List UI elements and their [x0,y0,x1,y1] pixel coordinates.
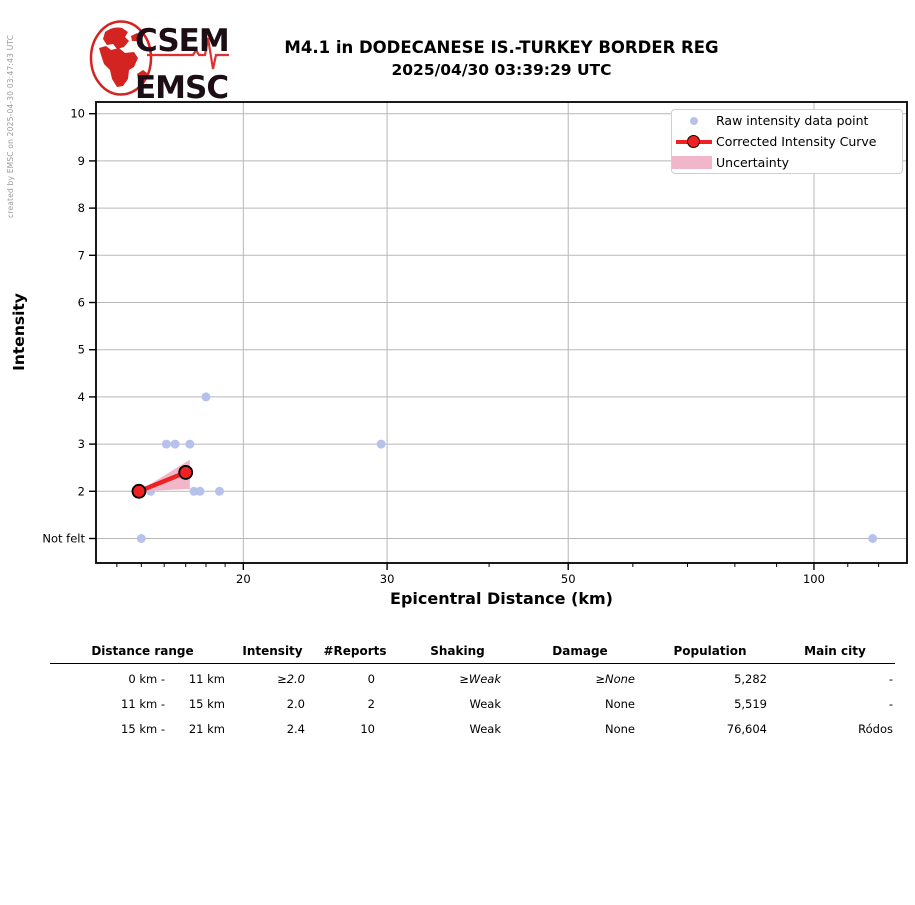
population-value: 76,604 [726,721,767,736]
col-header-main-city: Main city [804,643,866,658]
legend-label-curve: Corrected Intensity Curve [716,134,877,149]
x-tick-label: 50 [561,572,576,586]
legend-item-raw: Raw intensity data point [672,110,902,131]
globe-continents [99,27,147,87]
intensity-value: 2.0 [286,696,305,711]
raw-data-point [214,486,224,496]
y-tick-label: 8 [78,201,85,215]
distance-to: 11 km [188,671,225,686]
seismogram-trace [147,37,229,70]
raw-data-point [868,534,878,543]
chart-legend: Raw intensity data point Corrected Inten… [671,109,903,174]
legend-item-curve: Corrected Intensity Curve [672,131,902,152]
y-axis-label: Intensity [10,293,28,371]
legend-item-uncertainty: Uncertainty [672,152,902,173]
table-row: 15 km - 21 km 2.4 10 Weak None 76,604 Ród… [50,716,895,741]
x-tick-label: 30 [380,572,395,586]
shaking-value: Weak [469,696,501,711]
col-header-intensity: Intensity [242,643,303,658]
logo-emsc-text: EMSC [135,70,228,106]
chart-title-line2: 2025/04/30 03:39:29 UTC [391,61,612,79]
main-city-value: - [888,671,893,686]
corrected-curve-marker [178,465,194,480]
shaking-value: Weak [469,721,501,736]
table-header-row: Distance range Intensity #Reports Shakin… [50,639,895,662]
shaking-value: ≥Weak [459,671,501,686]
plot-frame [95,101,908,564]
distance-to: 21 km [188,721,225,736]
y-tick-label: 2 [78,484,85,498]
intensity-value: ≥2.0 [277,671,305,686]
legend-label-uncertainty: Uncertainty [716,155,790,170]
raw-data-point [376,439,386,449]
corrected-curve-marker [131,483,147,499]
col-header-reports: #Reports [323,643,387,658]
raw-data-point [161,439,171,449]
reports-value: 2 [367,696,375,711]
chart-title-line1: M4.1 in DODECANESE IS.-TURKEY BORDER REG [284,38,719,57]
y-tick-label: 4 [78,390,85,404]
col-header-damage: Damage [552,643,608,658]
col-header-distance: Distance range [91,643,194,658]
intensity-distance-chart: Not felt 2 3 4 5 6 7 8 9 10 20 30 50 100 [42,101,908,586]
raw-data-point [201,392,211,402]
population-value: 5,282 [734,671,767,686]
y-tick-label: 9 [78,154,85,168]
curve-line-icon [676,134,712,149]
y-tick-label: 3 [78,437,85,451]
raw-point-icon [690,116,698,125]
distance-from: 0 km - [128,671,165,686]
raw-data-point [170,439,180,449]
table-header-rule [50,663,895,664]
y-tick-label: Not felt [42,532,85,546]
raw-data-point [185,439,195,449]
x-tick-label: 20 [236,572,251,586]
reports-value: 0 [367,671,375,686]
main-city-value: Ródos [858,721,893,736]
reports-value: 10 [360,721,375,736]
legend-label-raw: Raw intensity data point [716,113,869,128]
population-value: 5,519 [734,696,767,711]
uncertainty-band [138,459,190,492]
damage-value: None [604,721,635,736]
raw-data-point [136,534,146,543]
corrected-intensity-curve [138,470,187,494]
emsc-csem-logo: CSEM EMSC [89,20,230,106]
intensity-value: 2.4 [286,721,305,736]
distance-from: 15 km - [121,721,165,736]
distance-to: 15 km [188,696,225,711]
raw-data-point [195,486,205,496]
distance-from: 11 km - [121,696,165,711]
uncertainty-patch-icon [672,156,712,169]
table-row: 11 km - 15 km 2.0 2 Weak None 5,519 - [50,691,895,716]
intensity-summary-table: Distance range Intensity #Reports Shakin… [50,639,895,741]
y-tick-label: 10 [70,107,85,121]
x-tick-label: 100 [803,572,825,586]
y-tick-label: 7 [78,248,85,262]
table-row: 0 km - 11 km ≥2.0 0 ≥Weak ≥None 5,282 - [50,666,895,691]
col-header-population: Population [673,643,747,658]
y-tick-label: 6 [78,296,85,310]
main-city-value: - [888,696,893,711]
damage-value: ≥None [595,671,635,686]
logo-csem-text: CSEM [135,23,229,59]
damage-value: None [604,696,635,711]
x-axis-label: Epicentral Distance (km) [390,589,613,608]
y-tick-label: 5 [78,343,85,357]
col-header-shaking: Shaking [430,643,485,658]
